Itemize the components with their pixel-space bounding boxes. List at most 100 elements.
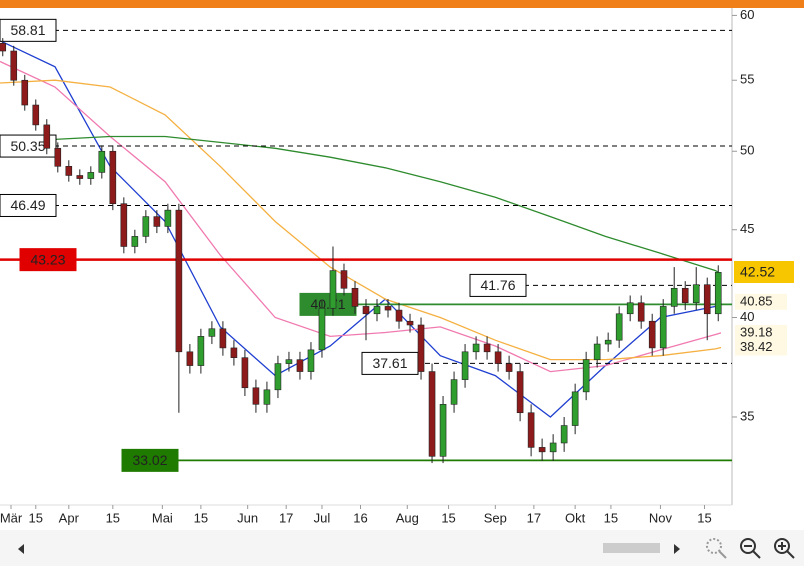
- level-label-box: [121, 448, 179, 472]
- level-label: 58.81: [10, 22, 45, 38]
- x-tick-label: Okt: [565, 510, 586, 525]
- candle-body: [681, 287, 689, 304]
- candle-body: [263, 389, 271, 405]
- level-label: 33.02: [132, 452, 167, 468]
- candle-body: [450, 379, 458, 405]
- candle-body: [43, 124, 51, 149]
- moving-average: [0, 79, 722, 361]
- candle-body: [285, 359, 293, 364]
- level-label-box: [19, 248, 77, 272]
- zoom-in[interactable]: [774, 538, 795, 559]
- candle-body: [549, 442, 557, 453]
- level-label-box: [0, 134, 57, 158]
- candle-body: [219, 328, 227, 349]
- x-tick-label: 15: [29, 510, 43, 525]
- moving-average: [0, 60, 722, 373]
- candle-body: [120, 203, 128, 247]
- candle-body: [142, 216, 150, 237]
- x-tick-label: 15: [697, 510, 711, 525]
- level-label-box: [469, 273, 527, 297]
- x-tick-label: Mär: [0, 510, 23, 525]
- candle-body: [131, 236, 139, 247]
- candle-body: [670, 287, 678, 307]
- candle-body: [10, 50, 18, 81]
- candle-body: [714, 272, 722, 315]
- zoom-reset[interactable]: [706, 538, 727, 559]
- x-tick-label: 15: [194, 510, 208, 525]
- scroll-right[interactable]: [674, 544, 680, 554]
- candle-body: [637, 302, 645, 322]
- candle-body: [175, 209, 183, 353]
- level-label: 40.71: [310, 296, 345, 312]
- candle-body: [230, 347, 238, 358]
- x-tick-label: Jun: [237, 510, 258, 525]
- candle-body: [164, 209, 172, 227]
- candle-body: [351, 287, 359, 307]
- level-label-box: [0, 18, 57, 42]
- last-value-box: [735, 339, 787, 356]
- candle-body: [615, 313, 623, 341]
- candle-body: [54, 147, 62, 167]
- candle-body: [560, 425, 568, 444]
- y-tick-label: 60: [740, 7, 754, 22]
- candle-body: [0, 42, 7, 52]
- candle-body: [307, 349, 315, 372]
- candle-body: [340, 270, 348, 289]
- candle-body: [252, 387, 260, 405]
- scroll-thumb[interactable]: [603, 543, 660, 553]
- candle-body: [692, 284, 700, 304]
- zoom-out[interactable]: [740, 538, 761, 559]
- top-bar: [0, 0, 804, 8]
- candle-body: [208, 328, 216, 337]
- candle-body: [626, 302, 634, 315]
- candle-body: [296, 359, 304, 372]
- candle-body: [241, 357, 249, 389]
- x-tick-label: Mai: [152, 510, 173, 525]
- candle-body: [87, 172, 95, 179]
- candle-body: [395, 309, 403, 322]
- candle-body: [98, 150, 106, 173]
- scroll-left[interactable]: [18, 544, 24, 554]
- x-tick-label: 15: [604, 510, 618, 525]
- candle-body: [505, 363, 513, 372]
- x-tick-label: 17: [279, 510, 293, 525]
- x-tick-label: Nov: [649, 510, 673, 525]
- y-tick-label: 35: [740, 408, 754, 423]
- candle-body: [384, 306, 392, 311]
- last-price-box: [734, 260, 794, 283]
- level-label: 50.35: [10, 138, 45, 154]
- y-tick-label: 55: [740, 72, 754, 87]
- level-label: 37.61: [372, 355, 407, 371]
- candle-body: [494, 351, 502, 364]
- candle-body: [32, 104, 40, 126]
- candle-body: [703, 284, 711, 315]
- candle-body: [65, 165, 73, 176]
- candle-body: [76, 175, 84, 179]
- level-label: 46.49: [10, 197, 45, 213]
- candle-body: [472, 343, 480, 353]
- last-value-label: 38.42: [740, 339, 773, 354]
- candle-body: [604, 339, 612, 345]
- candle-body: [593, 343, 601, 360]
- level-label: 43.23: [30, 251, 65, 267]
- scroll-bar: [0, 530, 804, 566]
- x-tick-label: 15: [441, 510, 455, 525]
- candle-body: [21, 79, 29, 106]
- candle-body: [417, 324, 425, 372]
- candle-body: [571, 391, 579, 426]
- candle-body: [197, 336, 205, 366]
- candle-body: [439, 404, 447, 457]
- candle-body: [516, 371, 524, 414]
- candle-body: [186, 351, 194, 366]
- last-value-box: [735, 293, 787, 310]
- candle-body: [406, 320, 414, 326]
- x-tick-label: Sep: [484, 510, 507, 525]
- level-label-box: [0, 193, 57, 217]
- candle-body: [527, 412, 535, 448]
- moving-average: [0, 40, 722, 418]
- x-tick-label: Aug: [396, 510, 419, 525]
- moving-average: [0, 135, 722, 275]
- y-tick-label: 50: [740, 143, 754, 158]
- x-tick-label: Jul: [314, 510, 331, 525]
